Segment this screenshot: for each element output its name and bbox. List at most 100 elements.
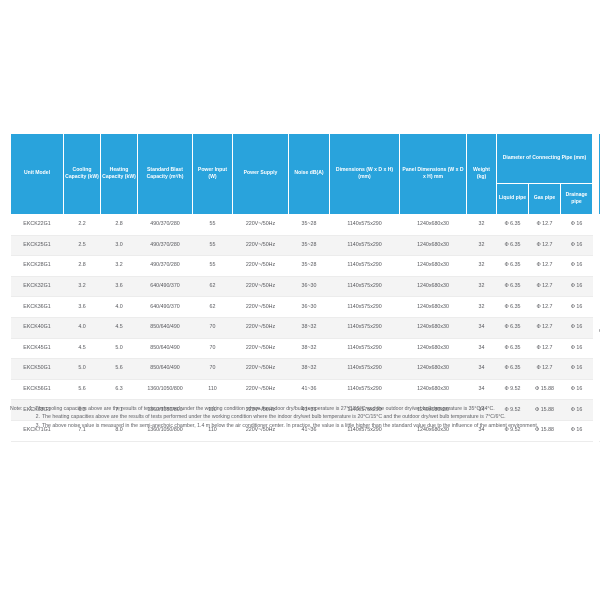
specification-table-container: Unit Model Cooling Capacity (kW) Heating… — [10, 133, 600, 442]
col-header-power-supply: Power Supply — [232, 133, 289, 215]
table-row: EKCK40G1 4.0 4.5 850/640/490 70 220V~/50Hz 38~… — [10, 317, 600, 339]
cell-heating-capacity: 5.6 — [100, 358, 138, 380]
cell-cooling-capacity: 6.3 — [63, 399, 101, 421]
cell-unit-model: EKCK36G1 — [10, 296, 64, 318]
cell-liquid-pipe: Φ 6.35 — [496, 317, 529, 339]
cell-panel-dimensions: 1240x680x30 — [399, 235, 467, 257]
cell-liquid-pipe: Φ 6.35 — [496, 338, 529, 360]
cell-weight: 34 — [466, 338, 497, 360]
cell-panel-dimensions: 1240x680x30 — [399, 338, 467, 360]
notes-label: Note: — [10, 406, 23, 412]
cell-unit-model: EKCK32G1 — [10, 276, 64, 298]
note-number: 3. — [35, 422, 40, 429]
cell-power-supply: 220V~/50Hz — [232, 379, 289, 401]
cell-standard-blast-capacity: 850/640/490 — [137, 317, 193, 339]
cell-heating-capacity: 4.5 — [100, 317, 138, 339]
cell-noise: 38~32 — [288, 358, 330, 380]
cell-drainage-pipe: Φ 16 — [560, 358, 593, 380]
notes-block: Note: 1. The cooling capacities above ar… — [10, 405, 594, 430]
specification-table: Unit Model Cooling Capacity (kW) Heating… — [10, 133, 600, 442]
col-header-power-input: Power Input (W) — [192, 133, 233, 215]
col-header-drainage-pipe: Drainage pipe — [559, 183, 594, 215]
cell-noise: 41~36 — [288, 399, 330, 421]
cell-panel-dimensions: 1240x680x30 — [399, 276, 467, 298]
cell-power-input: 55 — [192, 255, 233, 277]
cell-spacer — [592, 420, 599, 442]
cell-panel-dimensions: 1240x680x30 — [399, 317, 467, 339]
cell-dimensions: 1140x575x290 — [329, 276, 400, 298]
col-header-gas-pipe: Gas pipe — [528, 183, 561, 215]
cell-gas-pipe: Φ 12.7 — [528, 338, 561, 360]
cell-drainage-pipe: Φ 16 — [560, 296, 593, 318]
cell-unit-model: EKCK22G1 — [10, 214, 64, 236]
cell-power-input: 70 — [192, 317, 233, 339]
cell-cooling-capacity: 2.5 — [63, 235, 101, 257]
cell-liquid-pipe: Φ 6.35 — [496, 358, 529, 380]
cell-noise: 35~28 — [288, 214, 330, 236]
cell-dimensions: 1140x575x290 — [329, 338, 400, 360]
cell-heating-capacity: 7.1 — [100, 399, 138, 421]
cell-control-mode: Optional Remote controller Wired control… — [598, 214, 600, 442]
cell-power-input: 55 — [192, 214, 233, 236]
cell-gas-pipe: Φ 12.7 — [528, 255, 561, 277]
cell-power-supply: 220V~/50Hz — [232, 276, 289, 298]
cell-cooling-capacity: 2.8 — [63, 255, 101, 277]
cell-drainage-pipe: Φ 16 — [560, 338, 593, 360]
cell-standard-blast-capacity: 490/370/280 — [137, 255, 193, 277]
cell-weight: 34 — [466, 399, 497, 421]
note-number: 1. — [29, 406, 34, 412]
cell-liquid-pipe: Φ 9.52 — [496, 420, 529, 442]
col-header-pipe-group: Diameter of Connecting Pipe (mm) — [495, 133, 594, 184]
cell-cooling-capacity: 2.2 — [63, 214, 101, 236]
cell-dimensions: 1140x575x290 — [329, 214, 400, 236]
cell-dimensions: 1140x575x290 — [329, 235, 400, 257]
cell-heating-capacity: 6.3 — [100, 379, 138, 401]
cell-weight: 34 — [466, 420, 497, 442]
cell-power-supply: 220V~/50Hz — [232, 338, 289, 360]
cell-dimensions: 1140x575x290 — [329, 317, 400, 339]
cell-gas-pipe: Φ 15.88 — [528, 379, 561, 401]
cell-unit-model: EKCK50G1 — [10, 358, 64, 380]
table-row: EKCK32G1 3.2 3.6 640/490/370 62 220V~/50Hz 36~… — [10, 276, 600, 298]
cell-power-supply: 220V~/50Hz — [232, 235, 289, 257]
cell-gas-pipe: Φ 12.7 — [528, 276, 561, 298]
note-number: 2. — [35, 414, 40, 421]
cell-power-supply: 220V~/50Hz — [232, 420, 289, 442]
cell-spacer — [592, 379, 599, 400]
cell-spacer — [592, 235, 599, 256]
cell-gas-pipe: Φ 12.7 — [528, 235, 561, 257]
cell-noise: 36~30 — [288, 276, 330, 298]
cell-panel-dimensions: 1240x680x30 — [399, 399, 467, 421]
cell-weight: 32 — [466, 296, 497, 318]
cell-cooling-capacity: 5.0 — [63, 358, 101, 380]
cell-liquid-pipe: Φ 6.35 — [496, 296, 529, 318]
table-row: EKCK50G1 5.0 5.6 850/640/490 70 220V~/50Hz 38~… — [10, 358, 600, 380]
cell-spacer — [592, 255, 599, 277]
cell-dimensions: 1140x575x290 — [329, 255, 400, 277]
cell-power-supply: 220V~/50Hz — [232, 214, 289, 236]
cell-standard-blast-capacity: 640/490/370 — [137, 276, 193, 298]
table-row: EKCK36G1 3.6 4.0 640/490/370 62 220V~/50Hz 36~… — [10, 296, 600, 318]
cell-power-input: 110 — [192, 420, 233, 442]
cell-liquid-pipe: Φ 6.35 — [496, 214, 529, 236]
cell-dimensions: 1140x575x290 — [329, 420, 400, 442]
cell-drainage-pipe: Φ 16 — [560, 420, 593, 442]
cell-unit-model: EKCK28G1 — [10, 255, 64, 277]
cell-drainage-pipe: Φ 16 — [560, 255, 593, 277]
note-text: The heating capacities above are the res… — [42, 414, 506, 421]
table-row: EKCK45G1 4.5 5.0 850/640/490 70 220V~/50Hz 38~… — [10, 338, 600, 360]
cell-noise: 38~32 — [288, 338, 330, 360]
cell-panel-dimensions: 1240x680x30 — [399, 214, 467, 236]
cell-gas-pipe: Φ 15.88 — [528, 399, 561, 421]
cell-cooling-capacity: 3.2 — [63, 276, 101, 298]
cell-cooling-capacity: 4.0 — [63, 317, 101, 339]
note-item: 3. The above noise value is measured in … — [31, 422, 594, 430]
cell-heating-capacity: 3.2 — [100, 255, 138, 277]
cell-gas-pipe: Φ 12.7 — [528, 296, 561, 318]
cell-standard-blast-capacity: 490/370/280 — [137, 214, 193, 236]
cell-power-supply: 220V~/50Hz — [232, 358, 289, 380]
cell-power-input: 62 — [192, 296, 233, 318]
col-header-noise: Noise dB(A) — [288, 133, 330, 215]
cell-gas-pipe: Φ 12.7 — [528, 358, 561, 380]
cell-heating-capacity: 4.0 — [100, 296, 138, 318]
